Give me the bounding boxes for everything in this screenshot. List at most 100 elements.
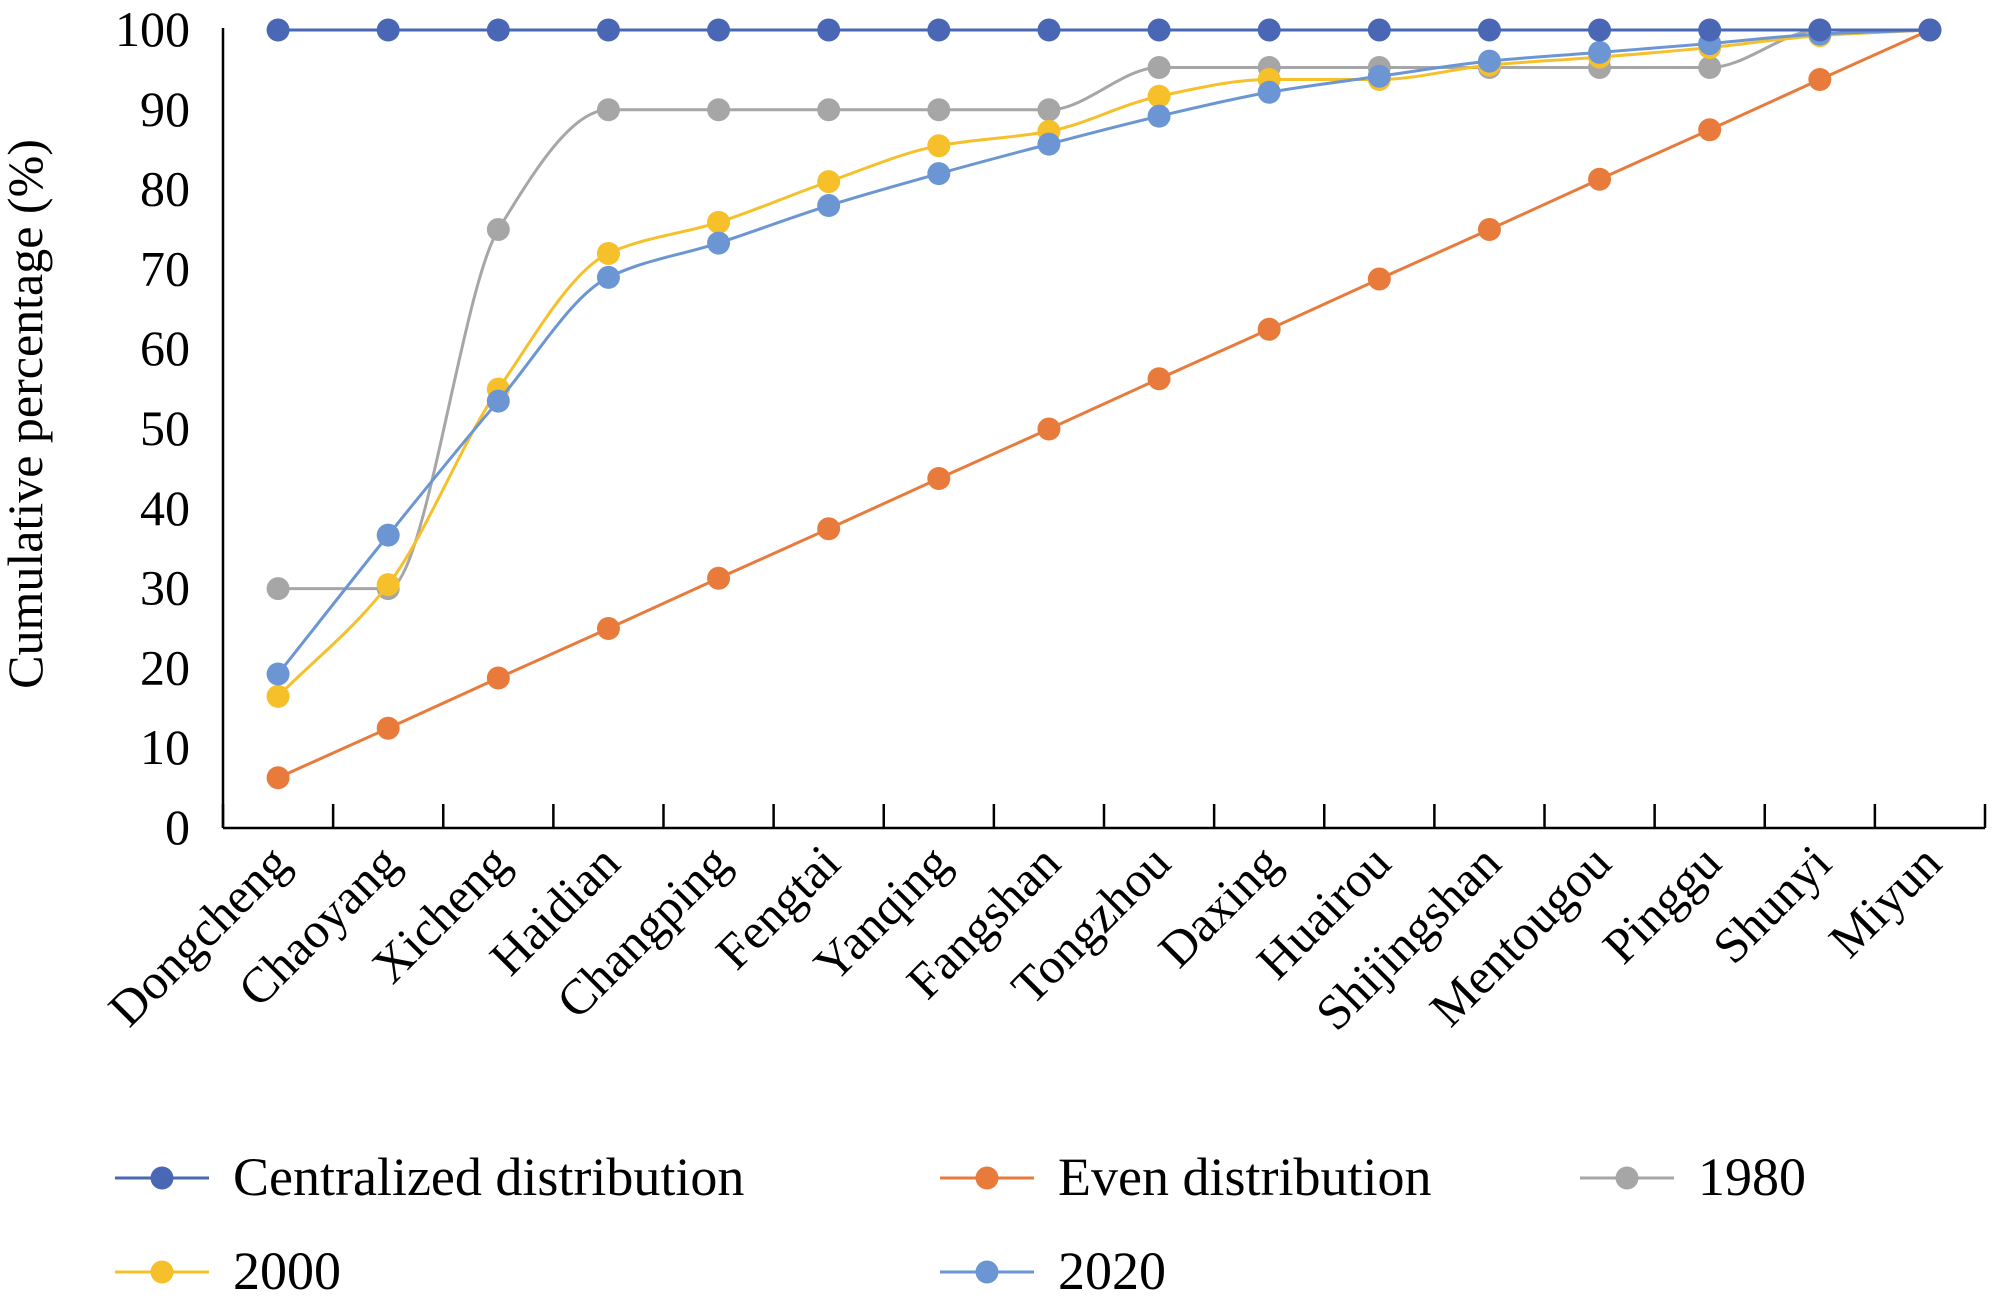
y-tick-label: 80 [140, 161, 190, 217]
data-point [1147, 84, 1171, 108]
legend-swatch-marker [975, 1166, 999, 1190]
y-tick-label: 60 [140, 320, 190, 376]
data-point [596, 98, 620, 122]
data-point [1808, 67, 1832, 91]
data-point [376, 573, 400, 597]
data-point [1588, 167, 1612, 191]
tick-labels: 0102030405060708090100DongchengChaoyangX… [97, 1, 1951, 1041]
data-point [596, 265, 620, 289]
series-even-distribution [266, 18, 1942, 790]
legend-swatch-marker [975, 1260, 999, 1284]
x-tick-label: Shunyi [1702, 834, 1842, 974]
data-point [1698, 118, 1722, 142]
data-point [266, 766, 290, 790]
y-tick-label: 70 [140, 240, 190, 296]
series-line [276, 28, 1930, 675]
data-point [1147, 367, 1171, 391]
legend-label: 1980 [1698, 1147, 1806, 1207]
data-point [1257, 18, 1281, 42]
data-point [707, 98, 731, 122]
data-point [927, 134, 951, 158]
data-point [707, 231, 731, 255]
data-point [1808, 18, 1832, 42]
data-point [1477, 49, 1501, 73]
series-1980 [266, 18, 1942, 601]
y-tick-label: 90 [140, 81, 190, 137]
data-point [376, 716, 400, 740]
data-point [376, 18, 400, 42]
data-point [1147, 56, 1171, 80]
series-2000 [266, 18, 1942, 708]
data-point [266, 577, 290, 601]
data-point [596, 617, 620, 640]
data-point [486, 218, 510, 241]
data-point [1367, 18, 1391, 42]
legend-item: 2000 [115, 1241, 341, 1301]
legend: Centralized distribution Even distributio… [115, 1147, 1806, 1301]
legend-item: 1980 [1580, 1147, 1806, 1207]
data-point [817, 517, 841, 541]
data-point [1477, 218, 1501, 241]
legend-label: 2000 [233, 1241, 341, 1296]
axes [221, 28, 1987, 830]
legend-swatch-marker [150, 1260, 174, 1284]
legend-swatch-marker [150, 1166, 174, 1190]
legend-swatch-marker [1615, 1166, 1639, 1190]
y-tick-label: 20 [140, 639, 190, 695]
data-point [817, 194, 841, 218]
data-point [1257, 317, 1281, 341]
data-point [927, 466, 951, 490]
data-point [1037, 417, 1061, 441]
y-tick-label: 50 [140, 400, 190, 456]
legend-label: Even distribution [1058, 1147, 1431, 1207]
data-point [266, 684, 290, 708]
legend-item: 2020 [940, 1241, 1166, 1301]
data-point [596, 241, 620, 265]
y-axis-label: Cumulative percentage (%) [0, 139, 53, 689]
data-point [1037, 18, 1061, 42]
data-point [1698, 56, 1722, 80]
series-line [277, 28, 1931, 780]
data-point [266, 18, 290, 42]
data-point [927, 162, 951, 186]
y-tick-label: 10 [140, 719, 190, 775]
x-tick-label: Pinggu [1592, 834, 1732, 974]
data-point [1588, 40, 1612, 64]
data-point [266, 662, 290, 686]
x-tick-label: Miyun [1818, 834, 1952, 968]
series-layer [266, 18, 1942, 790]
data-point [1698, 18, 1722, 42]
y-tick-label: 100 [115, 1, 190, 57]
data-point [927, 98, 951, 122]
data-point [817, 18, 841, 42]
y-tick-label: 0 [165, 799, 190, 855]
data-point [1367, 64, 1391, 88]
data-point [596, 18, 620, 42]
data-point [486, 389, 510, 413]
data-point [486, 18, 510, 42]
data-point [1037, 132, 1061, 156]
data-point [1147, 18, 1171, 42]
data-point [927, 18, 951, 42]
data-point [707, 566, 731, 590]
data-point [707, 210, 731, 234]
series-centralized-distribution [266, 18, 1942, 42]
data-point [1477, 18, 1501, 42]
data-point [1147, 104, 1171, 128]
y-tick-label: 40 [140, 480, 190, 536]
data-point [1257, 80, 1281, 104]
legend-item: Even distribution [940, 1147, 1431, 1207]
data-point [817, 170, 841, 194]
data-point [1918, 18, 1942, 42]
y-tick-label: 30 [140, 560, 190, 616]
data-point [1037, 98, 1061, 122]
legend-label: Centralized distribution [233, 1147, 744, 1207]
data-point [1588, 18, 1612, 42]
legend-item: Centralized distribution [115, 1147, 744, 1207]
legend-label: 2020 [1058, 1241, 1166, 1296]
data-point [707, 18, 731, 42]
series-2020 [266, 18, 1942, 686]
data-point [376, 523, 400, 547]
